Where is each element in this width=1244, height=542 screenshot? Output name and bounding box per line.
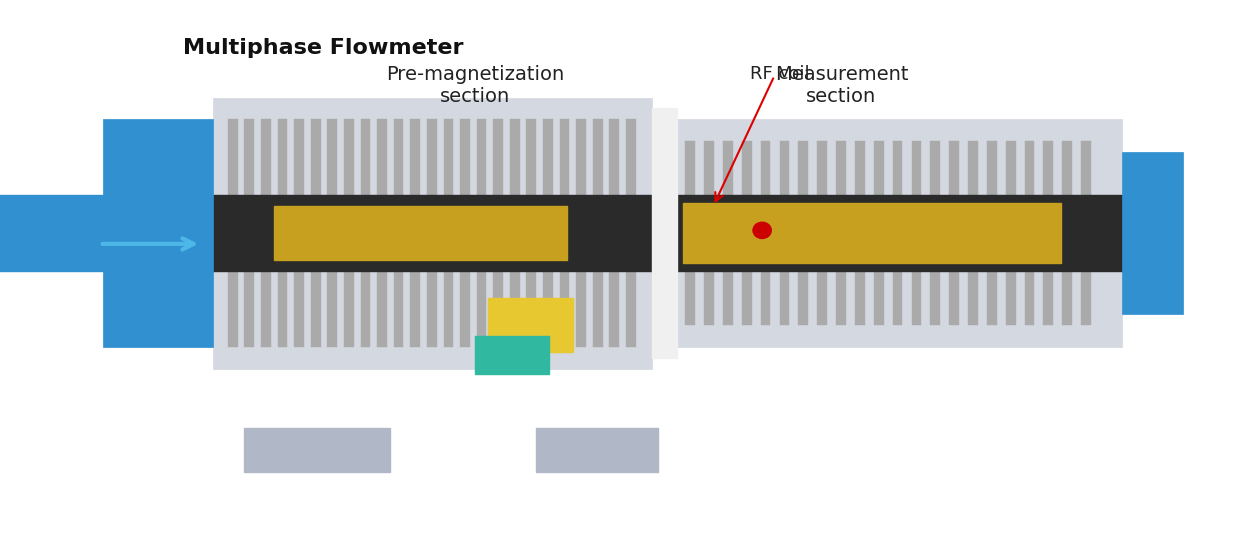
Bar (560, 119, 570, 347)
Bar (311, 119, 321, 347)
Bar (274, 206, 567, 260)
Bar (103, 119, 213, 347)
Bar (817, 141, 827, 325)
Bar (576, 119, 586, 347)
Bar (494, 119, 503, 347)
Bar (1122, 152, 1183, 314)
Bar (228, 119, 238, 347)
Bar (1081, 141, 1091, 325)
Bar (912, 141, 922, 325)
Bar (277, 119, 287, 347)
Bar (968, 141, 978, 325)
Bar (704, 141, 714, 325)
Bar (760, 141, 770, 325)
Bar (1062, 141, 1072, 325)
Bar (411, 119, 420, 347)
Bar (799, 141, 809, 325)
Bar (244, 119, 254, 347)
Bar (949, 141, 959, 325)
Bar (361, 119, 371, 347)
Bar (723, 141, 733, 325)
Bar (444, 119, 453, 347)
Bar (476, 119, 486, 347)
Bar (475, 336, 549, 374)
Bar (610, 119, 620, 347)
Bar (544, 119, 552, 347)
Bar (893, 141, 902, 325)
Bar (986, 141, 996, 325)
Ellipse shape (753, 222, 771, 238)
Bar (836, 141, 846, 325)
Bar (343, 119, 353, 347)
Bar (377, 119, 387, 347)
Bar (1025, 141, 1035, 325)
Bar (931, 141, 940, 325)
Text: Multiphase Flowmeter: Multiphase Flowmeter (183, 38, 463, 58)
Bar (873, 141, 883, 325)
Text: Flow: Flow (103, 305, 148, 324)
Bar (488, 298, 573, 352)
Bar (626, 119, 636, 347)
Text: RF coil: RF coil (750, 65, 810, 83)
Bar (855, 141, 865, 325)
Bar (213, 98, 652, 369)
Bar (526, 119, 536, 347)
Bar (671, 119, 1122, 347)
Bar (683, 203, 1061, 263)
Bar (593, 119, 602, 347)
Bar (536, 428, 658, 472)
Bar (327, 119, 337, 347)
Bar (0, 195, 103, 271)
Bar (394, 119, 403, 347)
Text: Measurement
section: Measurement section (775, 65, 908, 106)
Text: Pre-magnetization
section: Pre-magnetization section (387, 65, 565, 106)
Bar (510, 119, 520, 347)
Bar (741, 141, 751, 325)
Bar (1044, 141, 1054, 325)
Bar (780, 141, 789, 325)
Bar (244, 428, 391, 472)
Bar (460, 119, 470, 347)
Bar (189, 195, 1152, 271)
Bar (427, 119, 437, 347)
Bar (652, 108, 677, 358)
Bar (685, 141, 695, 325)
Bar (294, 119, 304, 347)
Bar (261, 119, 271, 347)
Bar (1006, 141, 1015, 325)
